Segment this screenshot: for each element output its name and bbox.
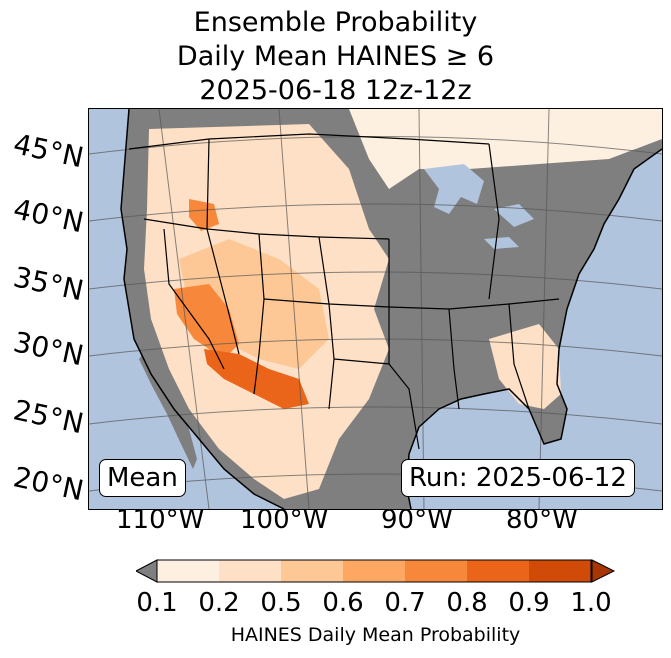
lat-label-30: 30°N	[10, 325, 87, 373]
lat-label-20: 20°N	[10, 460, 87, 508]
lon-label-90w: 90°W	[381, 505, 453, 535]
lat-label-40: 40°N	[10, 192, 87, 240]
lat-label-25: 25°N	[10, 393, 87, 441]
colorbar-segment-3	[343, 560, 405, 582]
title-line-2: Daily Mean HAINES ≥ 6	[176, 41, 495, 72]
colorbar-tick-0.7: 0.7	[384, 588, 426, 618]
northwest-probability-area	[189, 199, 219, 231]
colorbar-tick-0.5: 0.5	[260, 588, 302, 618]
high-probability-area-south	[204, 349, 309, 409]
colorbar-label: HAINES Daily Mean Probability	[230, 624, 521, 646]
stat-label-box: Mean	[99, 459, 186, 497]
graticule	[89, 109, 662, 509]
great-lakes	[424, 164, 534, 249]
state-borders	[128, 133, 560, 450]
lon-label-110w: 110°W	[116, 505, 205, 535]
colorbar-segments	[156, 559, 592, 583]
run-label-box: Run: 2025-06-12	[401, 459, 635, 497]
lon-label-80w: 80°W	[506, 505, 578, 535]
colorbar-over-arrow	[591, 559, 616, 583]
title-line-3: 2025-06-18 12z-12z	[199, 75, 472, 106]
colorbar-segment-5	[467, 560, 529, 582]
colorbar	[136, 559, 616, 583]
colorbar-segment-1	[219, 560, 281, 582]
colorbar-under-arrow	[136, 559, 158, 583]
colorbar-tick-0.8: 0.8	[446, 588, 488, 618]
colorbar-segment-6	[529, 560, 591, 582]
lat-label-35: 35°N	[10, 260, 87, 308]
colorbar-tick-1.0: 1.0	[570, 588, 612, 618]
colorbar-tick-0.9: 0.9	[508, 588, 550, 618]
lat-label-45: 45°N	[10, 127, 87, 175]
high-probability-area	[174, 284, 239, 359]
colorbar-border	[156, 559, 592, 583]
colorbar-tick-0.1: 0.1	[136, 588, 178, 618]
title-line-1: Ensemble Probability	[193, 7, 478, 38]
map-svg	[89, 109, 662, 509]
lon-label-100w: 100°W	[240, 505, 329, 535]
coastline	[120, 109, 662, 509]
colorbar-tick-0.6: 0.6	[322, 588, 364, 618]
colorbar-segment-4	[405, 560, 467, 582]
probability-map: Mean Run: 2025-06-12	[88, 108, 663, 510]
colorbar-tick-0.2: 0.2	[198, 588, 240, 618]
colorbar-segment-2	[281, 560, 343, 582]
colorbar-segment-0	[157, 560, 219, 582]
